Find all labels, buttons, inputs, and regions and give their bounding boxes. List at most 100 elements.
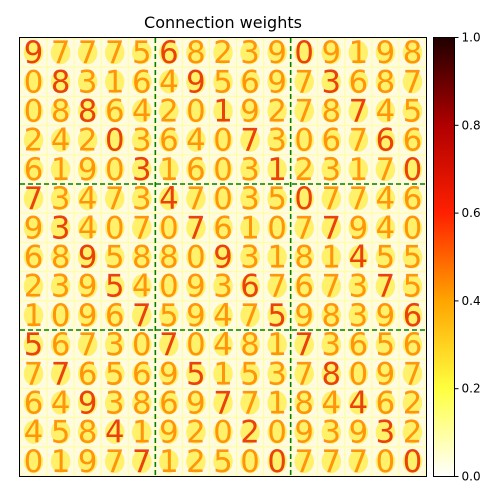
weight-tile: 2 — [237, 416, 264, 451]
weight-tile: 4 — [128, 95, 155, 130]
colorbar-gradient — [433, 37, 455, 477]
weight-tile: 3 — [209, 270, 237, 305]
weight-tile: 0 — [101, 124, 128, 159]
weight-tile: 8 — [291, 241, 318, 276]
weight-tile: 1 — [47, 153, 74, 188]
weight-tile: 4 — [155, 182, 182, 217]
weight-tile: 8 — [372, 65, 399, 100]
weight-tile: 3 — [47, 270, 74, 305]
weight-tile: 8 — [74, 95, 101, 130]
weight-tile: 3 — [264, 124, 291, 159]
tile-digit: 9 — [24, 211, 44, 246]
tile-digit: 9 — [213, 241, 233, 276]
weight-tile: 2 — [399, 416, 426, 451]
weight-tile: 5 — [128, 36, 155, 71]
weight-tile: 0 — [209, 124, 237, 159]
weight-tile: 3 — [47, 182, 74, 217]
weight-tile: 8 — [318, 95, 345, 130]
tile-digit: 0 — [267, 416, 287, 451]
weight-tile: 7 — [345, 95, 372, 130]
weight-tile: 0 — [372, 445, 399, 480]
weight-tile: 9 — [291, 299, 318, 334]
tile-digit: 9 — [240, 95, 260, 130]
tile-digit: 7 — [403, 357, 423, 392]
tile-digit: 5 — [267, 299, 287, 334]
tile-digit: 4 — [322, 387, 342, 422]
tile-digit: 8 — [322, 95, 342, 130]
weight-tile: 5 — [399, 241, 426, 276]
weight-tile: 5 — [237, 357, 264, 392]
tile-digit: 7 — [294, 65, 314, 100]
weight-tile: 5 — [47, 416, 74, 451]
tile-digit: 9 — [24, 36, 44, 71]
weight-tile: 0 — [47, 299, 74, 334]
weight-tile: 5 — [101, 357, 128, 392]
block-dividers — [20, 38, 426, 476]
weight-tile: 7 — [291, 65, 318, 100]
weight-tile: 2 — [20, 124, 47, 159]
weight-tile: 7 — [291, 328, 318, 363]
tile-digit: 5 — [213, 65, 233, 100]
tile-digit: 4 — [159, 182, 179, 217]
tile-digit: 1 — [51, 445, 71, 480]
weight-tile: 6 — [372, 124, 399, 159]
tile-digit: 9 — [376, 357, 396, 392]
weight-tile: 0 — [182, 241, 209, 276]
weight-tile: 4 — [101, 416, 128, 451]
weight-tile: 7 — [47, 36, 74, 71]
tile-digit: 7 — [240, 387, 260, 422]
tile-digit: 7 — [240, 299, 260, 334]
tile-digit: 9 — [294, 416, 314, 451]
weight-tile: 0 — [101, 153, 128, 188]
tile-digit: 5 — [403, 241, 423, 276]
weight-tile: 2 — [209, 36, 237, 71]
tile-digit: 1 — [267, 153, 287, 188]
tile-digit: 9 — [294, 299, 314, 334]
weight-tile: 4 — [209, 299, 237, 334]
weight-tile: 6 — [372, 387, 399, 422]
tile-digit: 3 — [240, 241, 260, 276]
weight-tile: 3 — [237, 241, 264, 276]
weight-tile: 1 — [209, 95, 237, 130]
tile-digit: 8 — [294, 241, 314, 276]
weight-tile: 7 — [318, 270, 345, 305]
weight-tile: 0 — [20, 445, 47, 480]
weight-tile: 7 — [237, 124, 264, 159]
tile-digit: 3 — [132, 124, 152, 159]
tile-digit: 7 — [322, 211, 342, 246]
tile-digit: 1 — [240, 211, 260, 246]
weight-tile: 3 — [128, 153, 155, 188]
tile-digit: 0 — [132, 328, 152, 363]
weight-tile: 4 — [372, 182, 399, 217]
weight-tile: 6 — [345, 328, 372, 363]
tile-digit: 3 — [349, 299, 369, 334]
weight-tile: 6 — [399, 124, 426, 159]
weight-tile: 9 — [20, 36, 47, 71]
tile-digit: 3 — [132, 182, 152, 217]
weight-tile: 5 — [101, 270, 128, 305]
weight-tile: 7 — [20, 357, 47, 392]
weight-tile: 6 — [399, 182, 426, 217]
tile-digit: 5 — [132, 36, 152, 71]
weight-tile: 6 — [20, 153, 47, 188]
weight-tile: 7 — [237, 299, 264, 334]
tile-digit: 4 — [186, 124, 206, 159]
tile-digit: 4 — [78, 211, 98, 246]
tile-digit: 7 — [403, 65, 423, 100]
tile-digit: 7 — [322, 182, 342, 217]
tile-digit: 3 — [349, 270, 369, 305]
tile-digit: 6 — [24, 241, 44, 276]
weight-tile: 7 — [20, 182, 47, 217]
tile-digit: 0 — [186, 328, 206, 363]
weight-tile: 4 — [345, 387, 372, 422]
tile-digit: 0 — [213, 416, 233, 451]
weight-tile: 1 — [101, 65, 128, 100]
tile-digit: 4 — [159, 65, 179, 100]
weight-tile: 0 — [20, 65, 47, 100]
tile-digit: 0 — [24, 95, 44, 130]
weight-tile: 6 — [74, 357, 101, 392]
weight-tile: 3 — [318, 65, 345, 100]
weight-tile: 3 — [318, 416, 345, 451]
tile-digit: 9 — [322, 36, 342, 71]
weight-tile: 4 — [128, 270, 155, 305]
